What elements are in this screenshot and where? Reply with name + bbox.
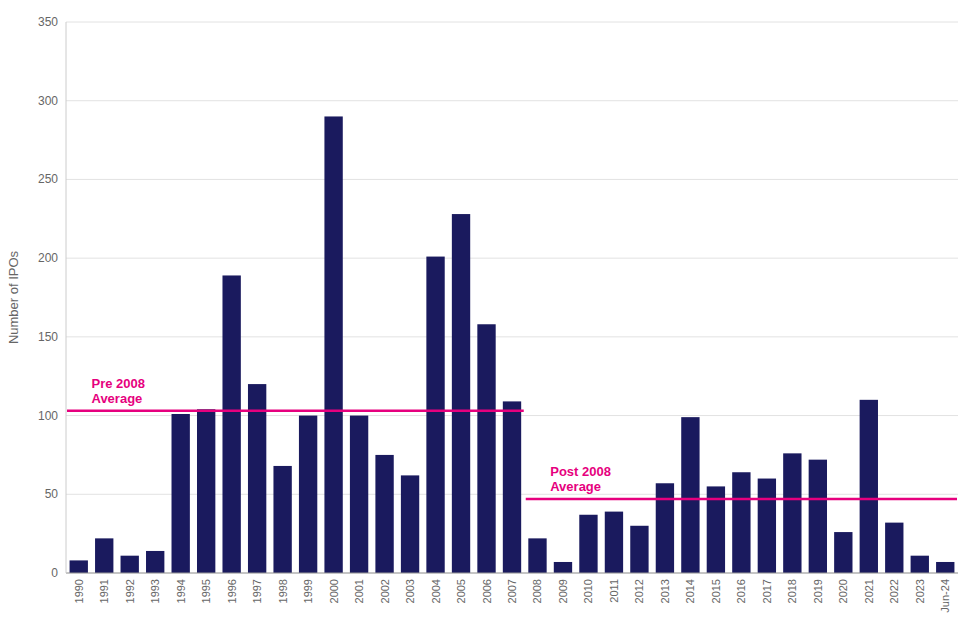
x-tick-label: 2012: [633, 579, 645, 603]
chart-container: 0 50 100 150 200 250 300 350 Number of IPOs 1990 1…: [0, 0, 974, 635]
x-tick-label: 2023: [914, 579, 926, 603]
bar: [146, 551, 164, 573]
x-tick-label: 2000: [328, 579, 340, 603]
bar: [452, 214, 470, 573]
x-tick-label: 2022: [888, 579, 900, 603]
grid-line: [66, 336, 958, 337]
x-tick-label: 1993: [149, 579, 161, 603]
y-tick-label: 350: [38, 15, 58, 29]
x-tick-label: 1992: [124, 579, 136, 603]
bar: [375, 455, 393, 573]
average-line: [526, 498, 957, 501]
x-tick-label: 1997: [251, 579, 263, 603]
y-tick-label: 250: [38, 172, 58, 186]
x-tick-label: 2007: [506, 579, 518, 603]
x-tick-label: 2004: [430, 579, 442, 603]
x-tick-label: 2006: [481, 579, 493, 603]
bar: [885, 523, 903, 573]
x-tick-label: 2003: [404, 579, 416, 603]
bar: [630, 526, 648, 573]
bar: [248, 384, 266, 573]
x-axis-line: [66, 573, 958, 574]
average-label: Pre 2008Average: [91, 376, 145, 406]
x-tick-label: 2005: [455, 579, 467, 603]
bar: [401, 475, 419, 573]
bar: [299, 416, 317, 573]
y-tick-label: 200: [38, 251, 58, 265]
bar: [95, 538, 113, 573]
y-tick-label: 300: [38, 94, 58, 108]
bar: [121, 556, 139, 573]
bar: [783, 453, 801, 573]
y-tick-label: 150: [38, 330, 58, 344]
x-tick-label: Jun-24: [939, 579, 951, 613]
bar: [503, 401, 521, 573]
x-tick-label: 1996: [226, 579, 238, 603]
bar: [350, 416, 368, 573]
bar: [172, 414, 190, 573]
bar: [809, 460, 827, 573]
y-axis-line: [66, 22, 67, 573]
bar: [70, 560, 88, 573]
grid-line: [66, 22, 958, 23]
x-tick-label: 1998: [277, 579, 289, 603]
x-tick-label: 1999: [302, 579, 314, 603]
bar: [911, 556, 929, 573]
x-tick-label: 2015: [710, 579, 722, 603]
chart: 0 50 100 150 200 250 300 350 Number of IPOs 1990 1…: [0, 0, 974, 635]
x-tick-label: 2008: [531, 579, 543, 603]
bar: [834, 532, 852, 573]
bar: [222, 275, 240, 573]
x-tick-label: 1994: [175, 579, 187, 603]
grid-line: [66, 100, 958, 101]
x-tick-label: 1990: [73, 579, 85, 603]
bars: [70, 116, 955, 573]
bar: [732, 472, 750, 573]
bar: [528, 538, 546, 573]
bar: [426, 257, 444, 573]
bar: [936, 562, 954, 573]
y-tick-label: 100: [38, 409, 58, 423]
x-tick-label: 2020: [837, 579, 849, 603]
x-tick-label: 2014: [684, 579, 696, 603]
bar: [681, 417, 699, 573]
x-tick-label: 2009: [557, 579, 569, 603]
x-tick-label: 2019: [812, 579, 824, 603]
bar: [554, 562, 572, 573]
x-tick-label: 1995: [200, 579, 212, 603]
x-tick-label: 2011: [608, 579, 620, 603]
grid-line: [66, 179, 958, 180]
x-tick-label: 2010: [582, 579, 594, 603]
x-tick-label: 1991: [98, 579, 110, 603]
bar: [273, 466, 291, 573]
bar: [579, 515, 597, 573]
x-tick-label: 2013: [659, 579, 671, 603]
bar: [758, 479, 776, 573]
x-tick-label: 2018: [786, 579, 798, 603]
grid-line: [66, 573, 958, 574]
bar: [324, 116, 342, 573]
bar: [860, 400, 878, 573]
y-tick-label: 0: [51, 566, 58, 580]
x-tick-label: 2017: [761, 579, 773, 603]
grid: [66, 22, 958, 573]
grid-line: [66, 258, 958, 259]
bar: [197, 409, 215, 573]
bar: [477, 324, 495, 573]
x-tick-label: 2021: [863, 579, 875, 603]
x-tick-label: 2001: [353, 579, 365, 603]
bar: [605, 512, 623, 573]
x-tick-label: 2002: [379, 579, 391, 603]
x-tick-label: 2016: [735, 579, 747, 603]
y-axis-label: Number of IPOs: [6, 250, 21, 344]
average-label: Post 2008Average: [550, 464, 611, 494]
y-tick-label: 50: [45, 487, 59, 501]
bar: [656, 483, 674, 573]
average-line: [67, 410, 524, 413]
